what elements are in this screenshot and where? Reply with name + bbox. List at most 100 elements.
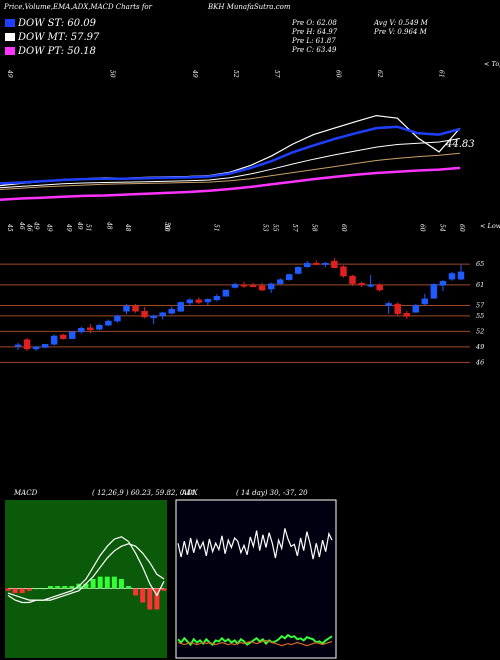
candle-body bbox=[349, 275, 356, 285]
candle-body bbox=[114, 315, 121, 322]
macd-panel bbox=[5, 500, 167, 658]
candle-body bbox=[358, 283, 365, 286]
prev-high: Pre H: 64.97 bbox=[292, 28, 338, 36]
ema-top-tick-label: 62 bbox=[376, 70, 383, 78]
price-top-tick-label: 60 bbox=[419, 224, 426, 232]
candle-body bbox=[295, 267, 302, 274]
candle-body bbox=[322, 262, 329, 265]
price-top-tick-label: 51 bbox=[212, 224, 219, 232]
adx-line bbox=[177, 639, 333, 647]
ema-top-tick-label: 49 bbox=[6, 69, 13, 78]
macd-histogram-bar bbox=[40, 588, 46, 590]
candle-body bbox=[132, 305, 139, 312]
macd-histogram-bar bbox=[83, 583, 89, 589]
macd-histogram-bar bbox=[33, 588, 39, 590]
candle-body bbox=[331, 260, 338, 269]
price-top-tick-label: 45 bbox=[6, 223, 13, 232]
macd-histogram-bar bbox=[19, 588, 25, 594]
macd-histogram-bar bbox=[104, 576, 110, 589]
adx-lines bbox=[177, 528, 333, 647]
ema-line bbox=[0, 138, 461, 189]
candle-body bbox=[457, 271, 465, 280]
candle-body bbox=[105, 320, 112, 326]
candle-body bbox=[96, 324, 103, 330]
candle-body bbox=[14, 344, 22, 347]
candle-body bbox=[285, 274, 293, 280]
price-top-tick-label: 55 bbox=[271, 224, 278, 232]
macd-histogram-bar bbox=[12, 588, 18, 594]
ema-line bbox=[0, 152, 461, 190]
adx-params: ( 14 day) 30, -37, 20 bbox=[236, 489, 308, 497]
ema-value-label: 44.83 bbox=[445, 139, 475, 150]
ema-bottom-tick-label: 50 bbox=[163, 222, 170, 230]
legend-dow-st: DOW ST: 60.09 bbox=[5, 18, 96, 29]
price-top-labels: 45 46 49 49 51 48 50 51 53 55 57 58 60 60 54 60 bbox=[6, 223, 465, 232]
macd-histogram-bar bbox=[140, 588, 146, 603]
candle-body bbox=[421, 298, 429, 305]
ema-top-labels: 49 50 49 52 57 60 62 61 bbox=[6, 69, 444, 78]
candle-body bbox=[78, 328, 85, 333]
candle-body bbox=[430, 284, 438, 299]
ema-corner-label: < Topw bbox=[484, 60, 500, 68]
macd-histogram-bar bbox=[111, 576, 117, 589]
candle-body bbox=[340, 266, 347, 277]
macd-line bbox=[7, 543, 165, 601]
adx-panel bbox=[175, 499, 337, 659]
ema-top-tick-label: 61 bbox=[437, 70, 444, 78]
candle-body bbox=[59, 334, 67, 339]
candle-body bbox=[213, 295, 221, 301]
candle-body bbox=[403, 313, 411, 317]
ema-top-tick-label: 49 bbox=[191, 69, 198, 78]
price-top-tick-label: 49 bbox=[45, 223, 52, 232]
price-top-tick-label: 60 bbox=[458, 224, 465, 232]
price-top-tick-label: 51 bbox=[85, 224, 92, 232]
prev-volume: Pre V: 0.964 M bbox=[374, 28, 427, 36]
price-tick-label: 55 bbox=[476, 312, 484, 320]
price-tick-label: 46 bbox=[475, 358, 484, 366]
prev-close: Pre C: 63.49 bbox=[292, 46, 337, 54]
macd-params: ( 12,26,9 ) 60.23, 59.82, 0.41 bbox=[92, 489, 196, 497]
candle-body bbox=[376, 284, 383, 291]
ema-lines bbox=[0, 114, 461, 202]
candle-body bbox=[304, 262, 311, 268]
candle-body bbox=[159, 312, 166, 317]
price-top-tick-label: 46 bbox=[26, 223, 33, 232]
candle-body bbox=[448, 273, 456, 280]
ema-top-tick-label: 50 bbox=[109, 70, 116, 78]
candle-body bbox=[195, 299, 203, 303]
candle-body bbox=[249, 285, 257, 288]
chart-title: Price,Volume,EMA,ADX,MACD Charts for bbox=[4, 3, 152, 11]
macd-line bbox=[7, 536, 165, 604]
candle-body bbox=[276, 279, 284, 285]
macd-histogram-bar bbox=[90, 579, 96, 589]
candle-body bbox=[186, 299, 194, 304]
symbol-label: BKH MunafaSutra.com bbox=[208, 3, 290, 11]
legend-label: DOW PT: 50.18 bbox=[18, 46, 96, 57]
candle-body bbox=[394, 303, 401, 315]
legend-dow-pt: DOW PT: 50.18 bbox=[5, 46, 96, 57]
candle-body bbox=[141, 310, 148, 318]
candle-body bbox=[313, 262, 320, 265]
candle-body bbox=[32, 346, 40, 350]
candle-body bbox=[367, 284, 374, 287]
candle-body bbox=[231, 284, 239, 288]
ema-top-tick-label: 57 bbox=[273, 70, 280, 78]
macd-histogram-bar bbox=[147, 588, 153, 610]
ema-line bbox=[0, 166, 461, 202]
macd-histogram-bar bbox=[97, 576, 103, 589]
candle-body bbox=[50, 335, 58, 345]
macd-histogram-bar bbox=[161, 588, 167, 591]
candle-body bbox=[385, 303, 392, 306]
ema-bottom-tick-label: 49 bbox=[33, 221, 40, 230]
ema-bottom-tick-label: 49 bbox=[76, 221, 83, 230]
macd-histogram-bar bbox=[5, 588, 11, 591]
macd-histogram-bar bbox=[69, 586, 75, 589]
price-tick-label: 52 bbox=[476, 327, 484, 335]
ema-bottom-tick-label: 46 bbox=[18, 221, 25, 230]
candle-body bbox=[222, 289, 230, 297]
ema-top-tick-label: 52 bbox=[232, 70, 239, 78]
candle-body bbox=[87, 327, 94, 331]
macd-histogram bbox=[5, 576, 167, 610]
price-top-tick-label: 54 bbox=[438, 224, 445, 232]
